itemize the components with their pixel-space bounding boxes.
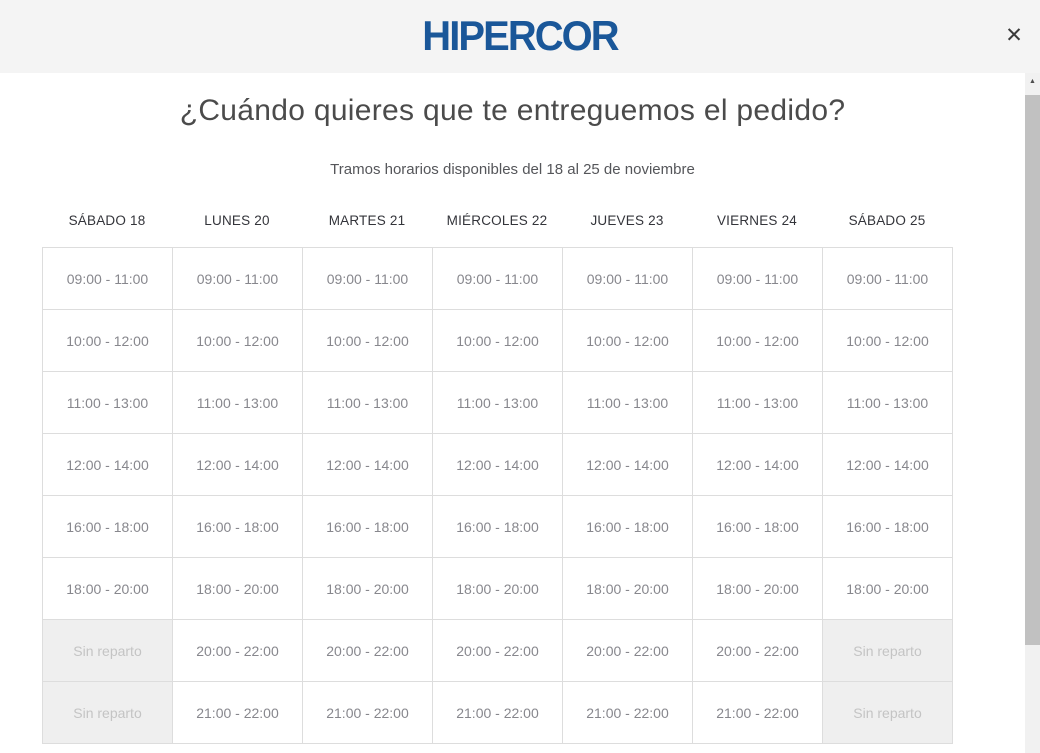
time-slot-cell[interactable]: 12:00 - 14:00 (822, 433, 953, 496)
day-header-row: SÁBADO 18 LUNES 20 MARTES 21 MIÉRCOLES 22 JU… (42, 213, 952, 228)
slot-row: Sin reparto 20:00 - 22:00 20:00 - 22:00 20:… (42, 619, 953, 682)
time-slot-cell[interactable]: 10:00 - 12:00 (692, 309, 823, 372)
time-slot-cell[interactable]: 20:00 - 22:00 (302, 619, 433, 682)
time-slot-grid: 09:00 - 11:00 09:00 - 11:00 09:00 - 11:00 0… (42, 247, 953, 744)
day-header-1: LUNES 20 (204, 213, 270, 228)
delivery-slot-picker: ¿Cuándo quieres que te entreguemos el pe… (0, 73, 1025, 744)
time-slot-cell[interactable]: 09:00 - 11:00 (822, 247, 953, 310)
scroll-up-icon[interactable]: ▲ (1029, 78, 1036, 85)
time-slot-cell[interactable]: 20:00 - 22:00 (432, 619, 563, 682)
slot-row: 09:00 - 11:00 09:00 - 11:00 09:00 - 11:00 0… (42, 247, 953, 310)
time-slot-cell[interactable]: 20:00 - 22:00 (692, 619, 823, 682)
time-slot-cell[interactable]: 12:00 - 14:00 (692, 433, 823, 496)
vertical-scrollbar[interactable]: ▲ (1025, 73, 1040, 753)
time-slot-cell[interactable]: 18:00 - 20:00 (42, 557, 173, 620)
time-slot-cell[interactable]: 09:00 - 11:00 (692, 247, 823, 310)
time-slot-cell[interactable]: 10:00 - 12:00 (302, 309, 433, 372)
time-slot-cell[interactable]: 18:00 - 20:00 (172, 557, 303, 620)
time-slot-grid-body: 09:00 - 11:00 09:00 - 11:00 09:00 - 11:00 0… (42, 247, 953, 744)
time-slot-cell[interactable]: 18:00 - 20:00 (692, 557, 823, 620)
time-slot-cell[interactable]: 11:00 - 13:00 (302, 371, 433, 434)
time-slot-cell[interactable]: 20:00 - 22:00 (562, 619, 693, 682)
slot-row: 11:00 - 13:00 11:00 - 13:00 11:00 - 13:00 1… (42, 371, 953, 434)
time-slot-cell[interactable]: 12:00 - 14:00 (432, 433, 563, 496)
time-slot-cell[interactable]: 16:00 - 18:00 (172, 495, 303, 558)
time-slot-cell[interactable]: 21:00 - 22:00 (302, 681, 433, 744)
hipercor-logo: HIPERCOR (422, 11, 619, 59)
time-slot-cell[interactable]: 18:00 - 20:00 (822, 557, 953, 620)
time-slot-cell[interactable]: 10:00 - 12:00 (432, 309, 563, 372)
day-header-4: JUEVES 23 (590, 213, 664, 228)
slot-row: 16:00 - 18:00 16:00 - 18:00 16:00 - 18:00 1… (42, 495, 953, 558)
time-slot-cell[interactable]: 09:00 - 11:00 (562, 247, 693, 310)
time-slot-cell[interactable]: 21:00 - 22:00 (692, 681, 823, 744)
no-delivery-cell: Sin reparto (42, 619, 173, 682)
time-slot-cell[interactable]: 16:00 - 18:00 (302, 495, 433, 558)
time-slot-cell[interactable]: 11:00 - 13:00 (172, 371, 303, 434)
slot-row: Sin reparto 21:00 - 22:00 21:00 - 22:00 21:… (42, 681, 953, 744)
time-slot-cell[interactable]: 16:00 - 18:00 (432, 495, 563, 558)
modal-header: HIPERCOR ✕ (0, 0, 1040, 73)
time-slot-cell[interactable]: 09:00 - 11:00 (432, 247, 563, 310)
time-slot-cell[interactable]: 16:00 - 18:00 (692, 495, 823, 558)
time-slot-cell[interactable]: 10:00 - 12:00 (822, 309, 953, 372)
no-delivery-cell: Sin reparto (822, 619, 953, 682)
time-slot-cell[interactable]: 09:00 - 11:00 (172, 247, 303, 310)
time-slot-cell[interactable]: 09:00 - 11:00 (42, 247, 173, 310)
day-header-5: VIERNES 24 (716, 213, 798, 228)
no-delivery-cell: Sin reparto (822, 681, 953, 744)
day-header-0: SÁBADO 18 (68, 213, 146, 228)
time-slot-cell[interactable]: 11:00 - 13:00 (692, 371, 823, 434)
time-slot-cell[interactable]: 12:00 - 14:00 (562, 433, 693, 496)
time-slot-cell[interactable]: 11:00 - 13:00 (822, 371, 953, 434)
time-slot-cell[interactable]: 16:00 - 18:00 (42, 495, 173, 558)
time-slot-cell[interactable]: 12:00 - 14:00 (42, 433, 173, 496)
time-slot-cell[interactable]: 21:00 - 22:00 (432, 681, 563, 744)
time-slot-cell[interactable]: 11:00 - 13:00 (562, 371, 693, 434)
close-icon[interactable]: ✕ (1005, 23, 1023, 47)
time-slot-cell[interactable]: 18:00 - 20:00 (432, 557, 563, 620)
time-slot-cell[interactable]: 11:00 - 13:00 (42, 371, 173, 434)
time-slot-cell[interactable]: 10:00 - 12:00 (562, 309, 693, 372)
time-slot-cell[interactable]: 09:00 - 11:00 (302, 247, 433, 310)
time-slot-cell[interactable]: 16:00 - 18:00 (562, 495, 693, 558)
time-slot-cell[interactable]: 11:00 - 13:00 (432, 371, 563, 434)
day-header-3: MIÉRCOLES 22 (446, 213, 548, 228)
time-slot-cell[interactable]: 20:00 - 22:00 (172, 619, 303, 682)
date-range-subtitle: Tramos horarios disponibles del 18 al 25… (330, 161, 695, 178)
scrollbar-thumb[interactable] (1025, 95, 1040, 645)
time-slot-cell[interactable]: 10:00 - 12:00 (172, 309, 303, 372)
time-slot-cell[interactable]: 21:00 - 22:00 (562, 681, 693, 744)
day-header-2: MARTES 21 (328, 213, 406, 228)
slot-row: 10:00 - 12:00 10:00 - 12:00 10:00 - 12:00 1… (42, 309, 953, 372)
slot-row: 12:00 - 14:00 12:00 - 14:00 12:00 - 14:00 1… (42, 433, 953, 496)
time-slot-cell[interactable]: 12:00 - 14:00 (302, 433, 433, 496)
time-slot-cell[interactable]: 18:00 - 20:00 (562, 557, 693, 620)
page-title: ¿Cuándo quieres que te entreguemos el pe… (179, 94, 846, 127)
time-slot-cell[interactable]: 12:00 - 14:00 (172, 433, 303, 496)
time-slot-cell[interactable]: 21:00 - 22:00 (172, 681, 303, 744)
slot-row: 18:00 - 20:00 18:00 - 20:00 18:00 - 20:00 1… (42, 557, 953, 620)
no-delivery-cell: Sin reparto (42, 681, 173, 744)
time-slot-cell[interactable]: 18:00 - 20:00 (302, 557, 433, 620)
time-slot-cell[interactable]: 10:00 - 12:00 (42, 309, 173, 372)
time-slot-cell[interactable]: 16:00 - 18:00 (822, 495, 953, 558)
day-header-6: SÁBADO 25 (848, 213, 926, 228)
